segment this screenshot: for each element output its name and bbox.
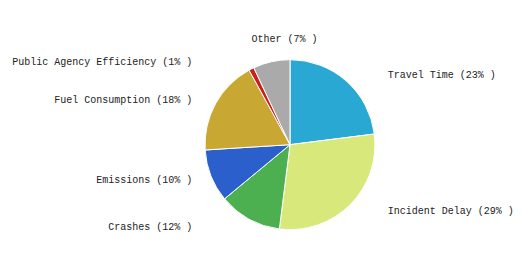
pie-slice	[205, 145, 290, 199]
chart: Travel Time (23% ) Incident Delay (29% ) C…	[0, 0, 526, 267]
slice-label: Other (7% )	[251, 34, 317, 45]
slice-label: Incident Delay (29% )	[388, 206, 514, 217]
slice-label: Fuel Consumption (18% )	[54, 95, 192, 106]
slice-label: Travel Time (23% )	[388, 70, 496, 81]
pie-slice	[290, 60, 374, 145]
pie-slice	[254, 60, 290, 145]
pie-slice	[279, 134, 375, 230]
slice-label: Crashes (12% )	[108, 222, 192, 233]
labels: Travel Time (23% ) Incident Delay (29% ) C…	[12, 34, 514, 233]
slice-label: Emissions (10% )	[96, 175, 192, 186]
slices	[205, 60, 375, 230]
pie-group: Travel Time (23% ) Incident Delay (29% ) C…	[12, 34, 514, 233]
slice-label: Public Agency Efficiency (1% )	[12, 57, 192, 68]
